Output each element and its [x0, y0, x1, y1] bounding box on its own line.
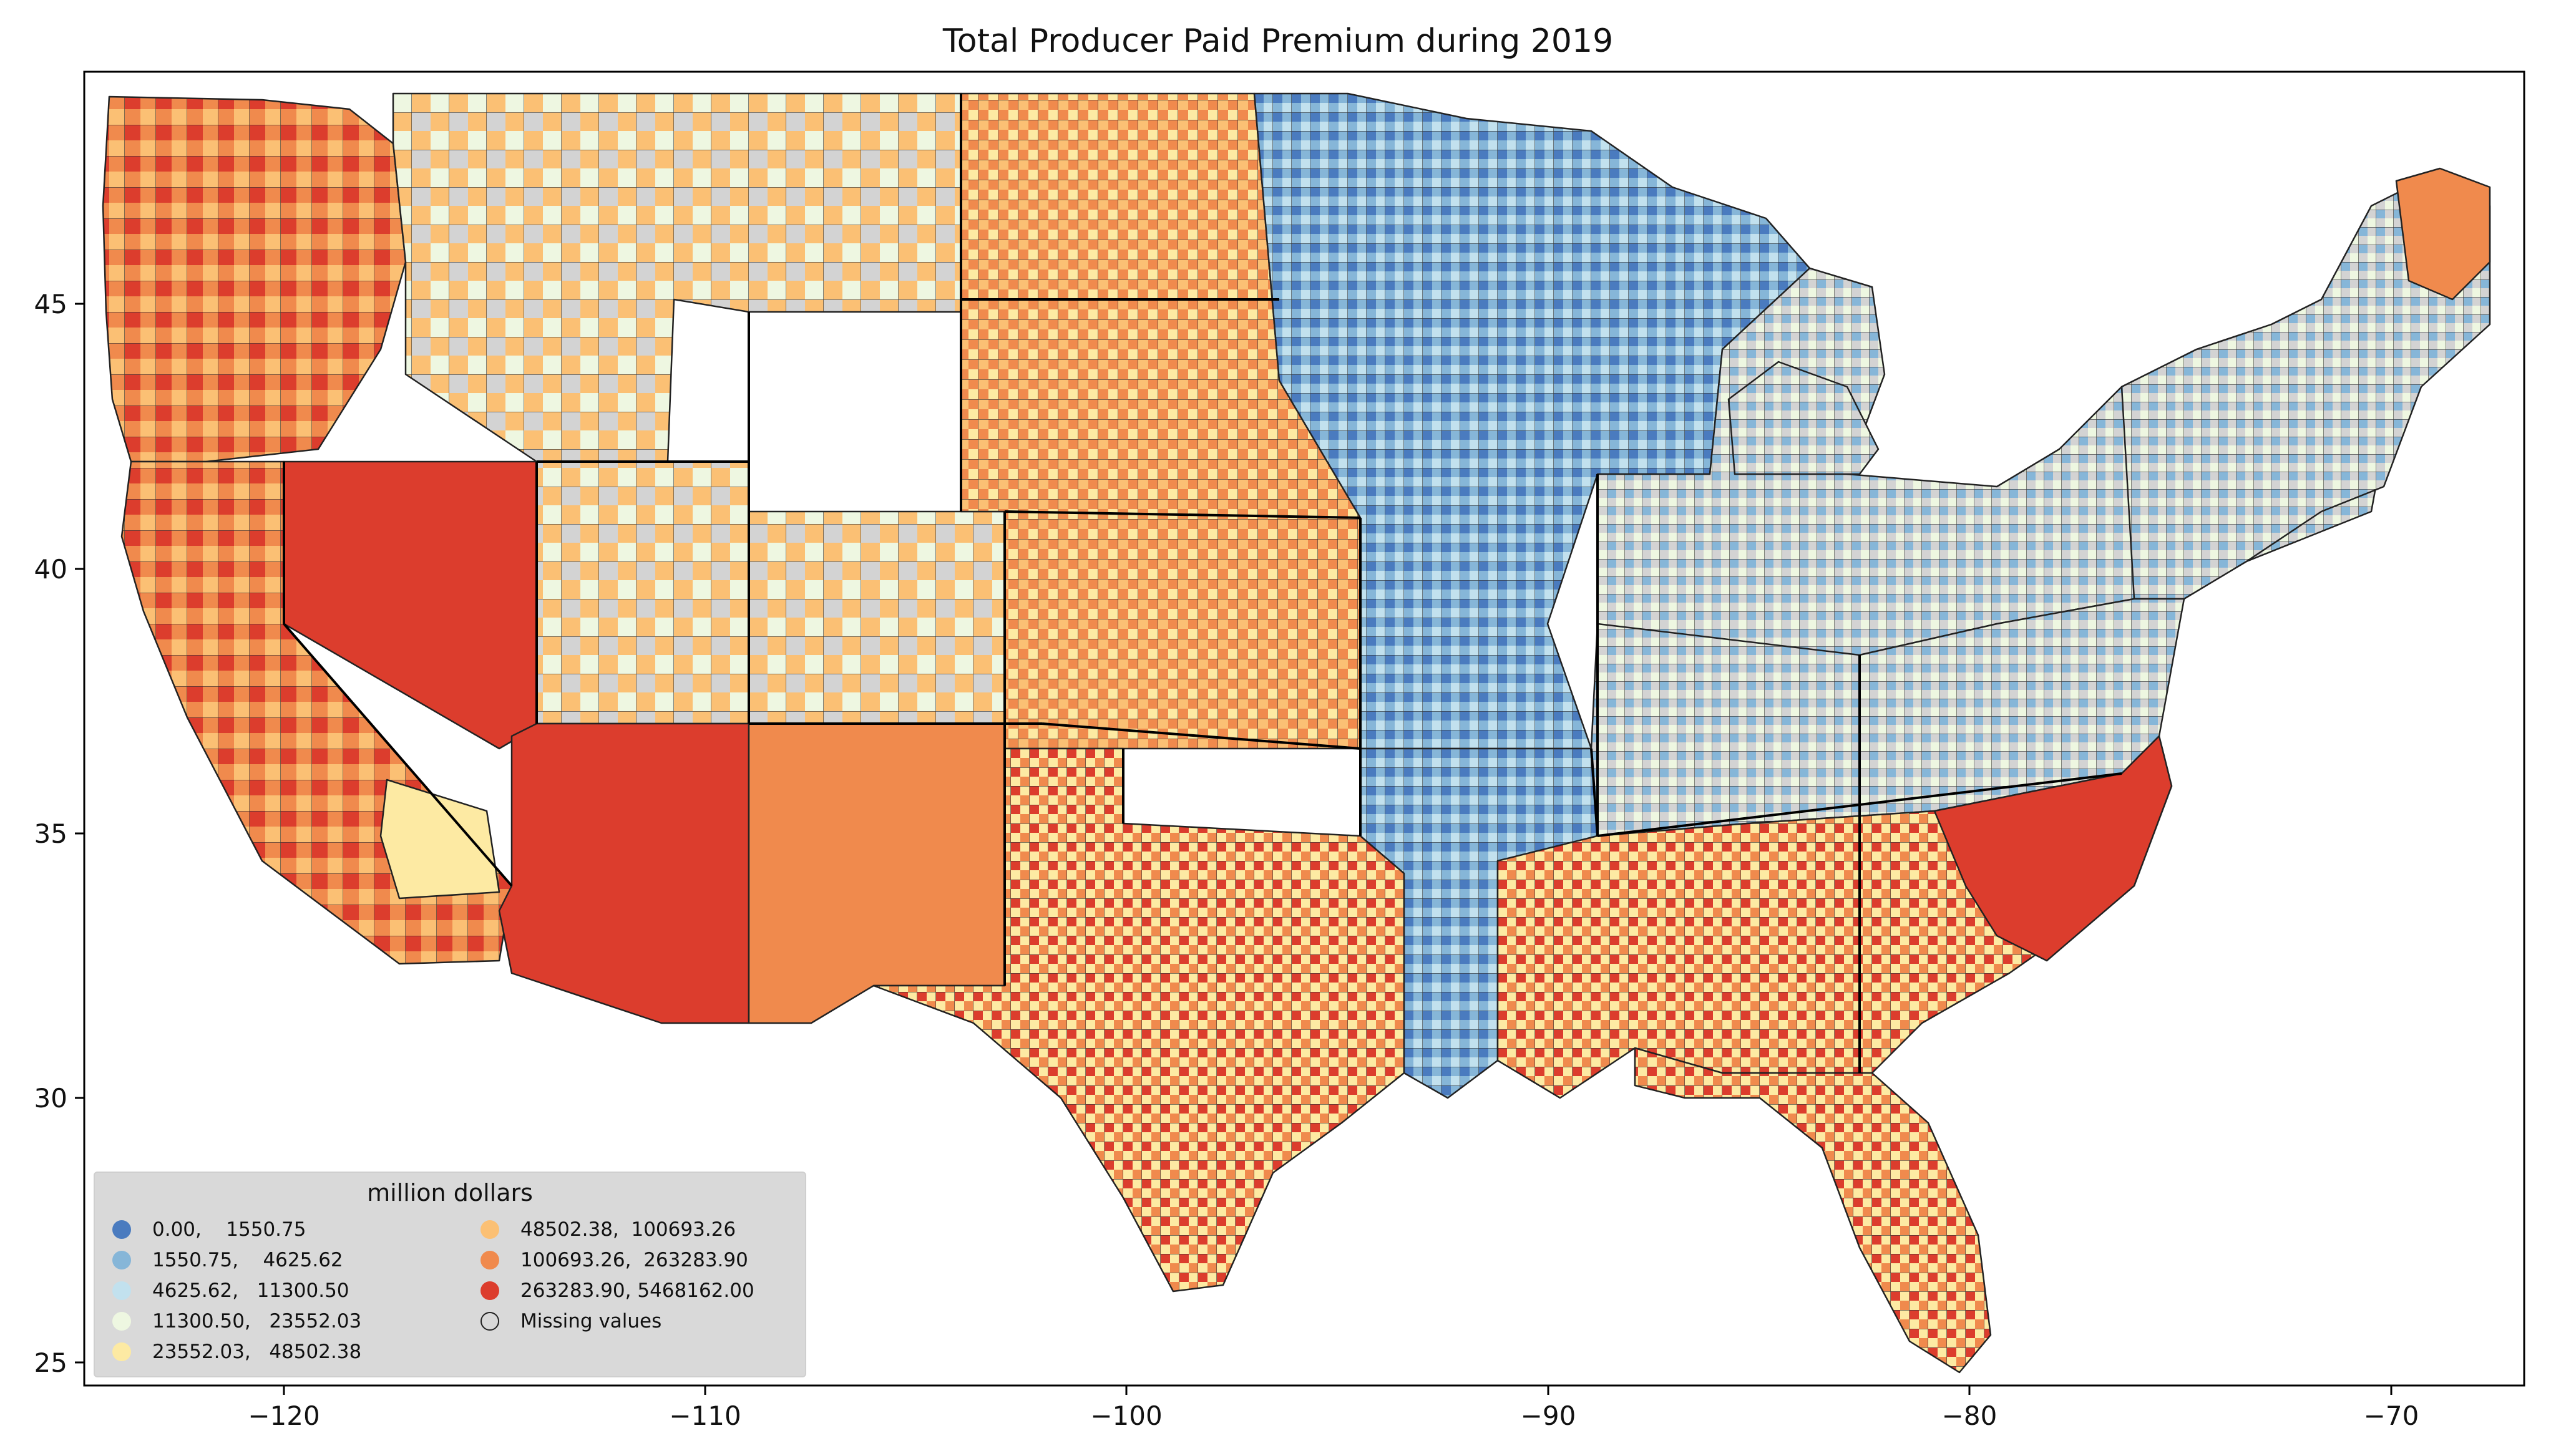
legend: million dollars 0.00, 1550.75 1550.75, 4…: [94, 1172, 806, 1377]
y-tick-label: 30: [34, 1083, 67, 1114]
legend-swatch: [480, 1311, 499, 1331]
legend-label: 0.00, 1550.75: [152, 1218, 306, 1241]
legend-item: 23552.03, 48502.38: [95, 1336, 361, 1367]
x-tick-label: −70: [2364, 1400, 2419, 1431]
legend-swatch: [112, 1220, 131, 1239]
state-boundaries: [283, 94, 2122, 1073]
legend-item: 48502.38, 100693.26: [463, 1214, 754, 1245]
region-maine-coast: [2395, 167, 2491, 301]
region-new-mexico: [748, 722, 1006, 1024]
legend-swatch: [480, 1250, 499, 1269]
region-carolinas: [1933, 735, 2173, 962]
legend-label: Missing values: [520, 1309, 662, 1332]
legend-label: 100693.26, 263283.90: [520, 1248, 748, 1271]
x-tick-label: −110: [669, 1400, 741, 1431]
legend-item: 100693.26, 263283.90: [463, 1245, 754, 1275]
legend-swatch: [112, 1311, 131, 1331]
region-pacific-northwest: [102, 95, 407, 463]
legend-label: 48502.38, 100693.26: [520, 1218, 736, 1241]
y-axis: [75, 303, 84, 1364]
legend-title: million dollars: [367, 1179, 533, 1206]
legend-label: 23552.03, 48502.38: [152, 1340, 362, 1363]
legend-swatch: [112, 1342, 131, 1361]
legend-column-left: 0.00, 1550.75 1550.75, 4625.62 4625.62, …: [95, 1214, 361, 1367]
y-tick-label: 25: [34, 1347, 67, 1378]
legend-item: 263283.90, 5468162.00: [463, 1275, 754, 1306]
legend-column-right: 48502.38, 100693.26 100693.26, 263283.90…: [463, 1214, 754, 1336]
y-tick-label: 40: [34, 554, 67, 585]
x-tick-label: −80: [1942, 1400, 1997, 1431]
x-tick-label: −120: [248, 1400, 320, 1431]
legend-label: 263283.90, 5468162.00: [520, 1279, 754, 1302]
map-title: Total Producer Paid Premium during 2019: [942, 22, 1614, 60]
legend-item: 4625.62, 11300.50: [95, 1275, 361, 1306]
x-tick-label: −100: [1090, 1400, 1162, 1431]
legend-swatch: [480, 1220, 499, 1239]
legend-swatch: [112, 1281, 131, 1300]
legend-label: 11300.50, 23552.03: [152, 1309, 362, 1332]
region-florida: [1634, 1047, 1992, 1374]
county-choropleth: [102, 92, 2491, 1374]
legend-item: 11300.50, 23552.03: [95, 1306, 361, 1336]
legend-item: Missing values: [463, 1306, 754, 1336]
x-tick-label: −90: [1521, 1400, 1576, 1431]
region-southwest: [498, 722, 750, 1024]
y-tick-label: 45: [34, 289, 67, 319]
legend-label: 4625.62, 11300.50: [152, 1279, 349, 1302]
region-texas: [872, 747, 1405, 1293]
legend-item: 1550.75, 4625.62: [95, 1245, 361, 1275]
legend-item: 0.00, 1550.75: [95, 1214, 361, 1245]
y-tick-label: 35: [34, 818, 67, 849]
x-axis: [283, 1386, 2393, 1395]
legend-label: 1550.75, 4625.62: [152, 1248, 343, 1271]
region-desert-missing: [379, 779, 500, 900]
region-michigan-lower: [1727, 361, 1880, 475]
region-northeast: [2120, 173, 2491, 600]
legend-swatch: [480, 1281, 499, 1300]
legend-swatch: [112, 1250, 131, 1269]
